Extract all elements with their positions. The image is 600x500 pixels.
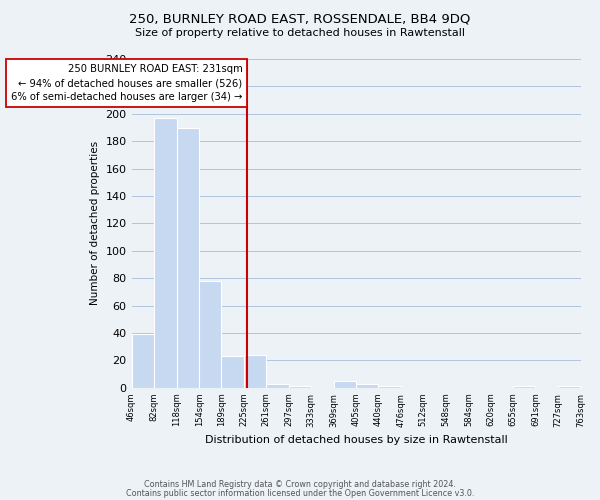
- Text: 250, BURNLEY ROAD EAST, ROSSENDALE, BB4 9DQ: 250, BURNLEY ROAD EAST, ROSSENDALE, BB4 …: [130, 12, 470, 26]
- Bar: [356, 384, 378, 388]
- Bar: [334, 381, 356, 388]
- Bar: [244, 355, 266, 388]
- Bar: [176, 128, 199, 388]
- Bar: [221, 356, 244, 388]
- Text: 250 BURNLEY ROAD EAST: 231sqm
← 94% of detached houses are smaller (526)
6% of s: 250 BURNLEY ROAD EAST: 231sqm ← 94% of d…: [11, 64, 242, 102]
- Text: Contains public sector information licensed under the Open Government Licence v3: Contains public sector information licen…: [126, 489, 474, 498]
- Bar: [131, 334, 154, 388]
- Text: Contains HM Land Registry data © Crown copyright and database right 2024.: Contains HM Land Registry data © Crown c…: [144, 480, 456, 489]
- Y-axis label: Number of detached properties: Number of detached properties: [90, 142, 100, 306]
- X-axis label: Distribution of detached houses by size in Rawtenstall: Distribution of detached houses by size …: [205, 435, 508, 445]
- Bar: [266, 384, 289, 388]
- Bar: [378, 386, 401, 388]
- Bar: [199, 281, 221, 388]
- Bar: [289, 386, 311, 388]
- Bar: [154, 118, 176, 388]
- Text: Size of property relative to detached houses in Rawtenstall: Size of property relative to detached ho…: [135, 28, 465, 38]
- Bar: [558, 386, 580, 388]
- Bar: [513, 386, 535, 388]
